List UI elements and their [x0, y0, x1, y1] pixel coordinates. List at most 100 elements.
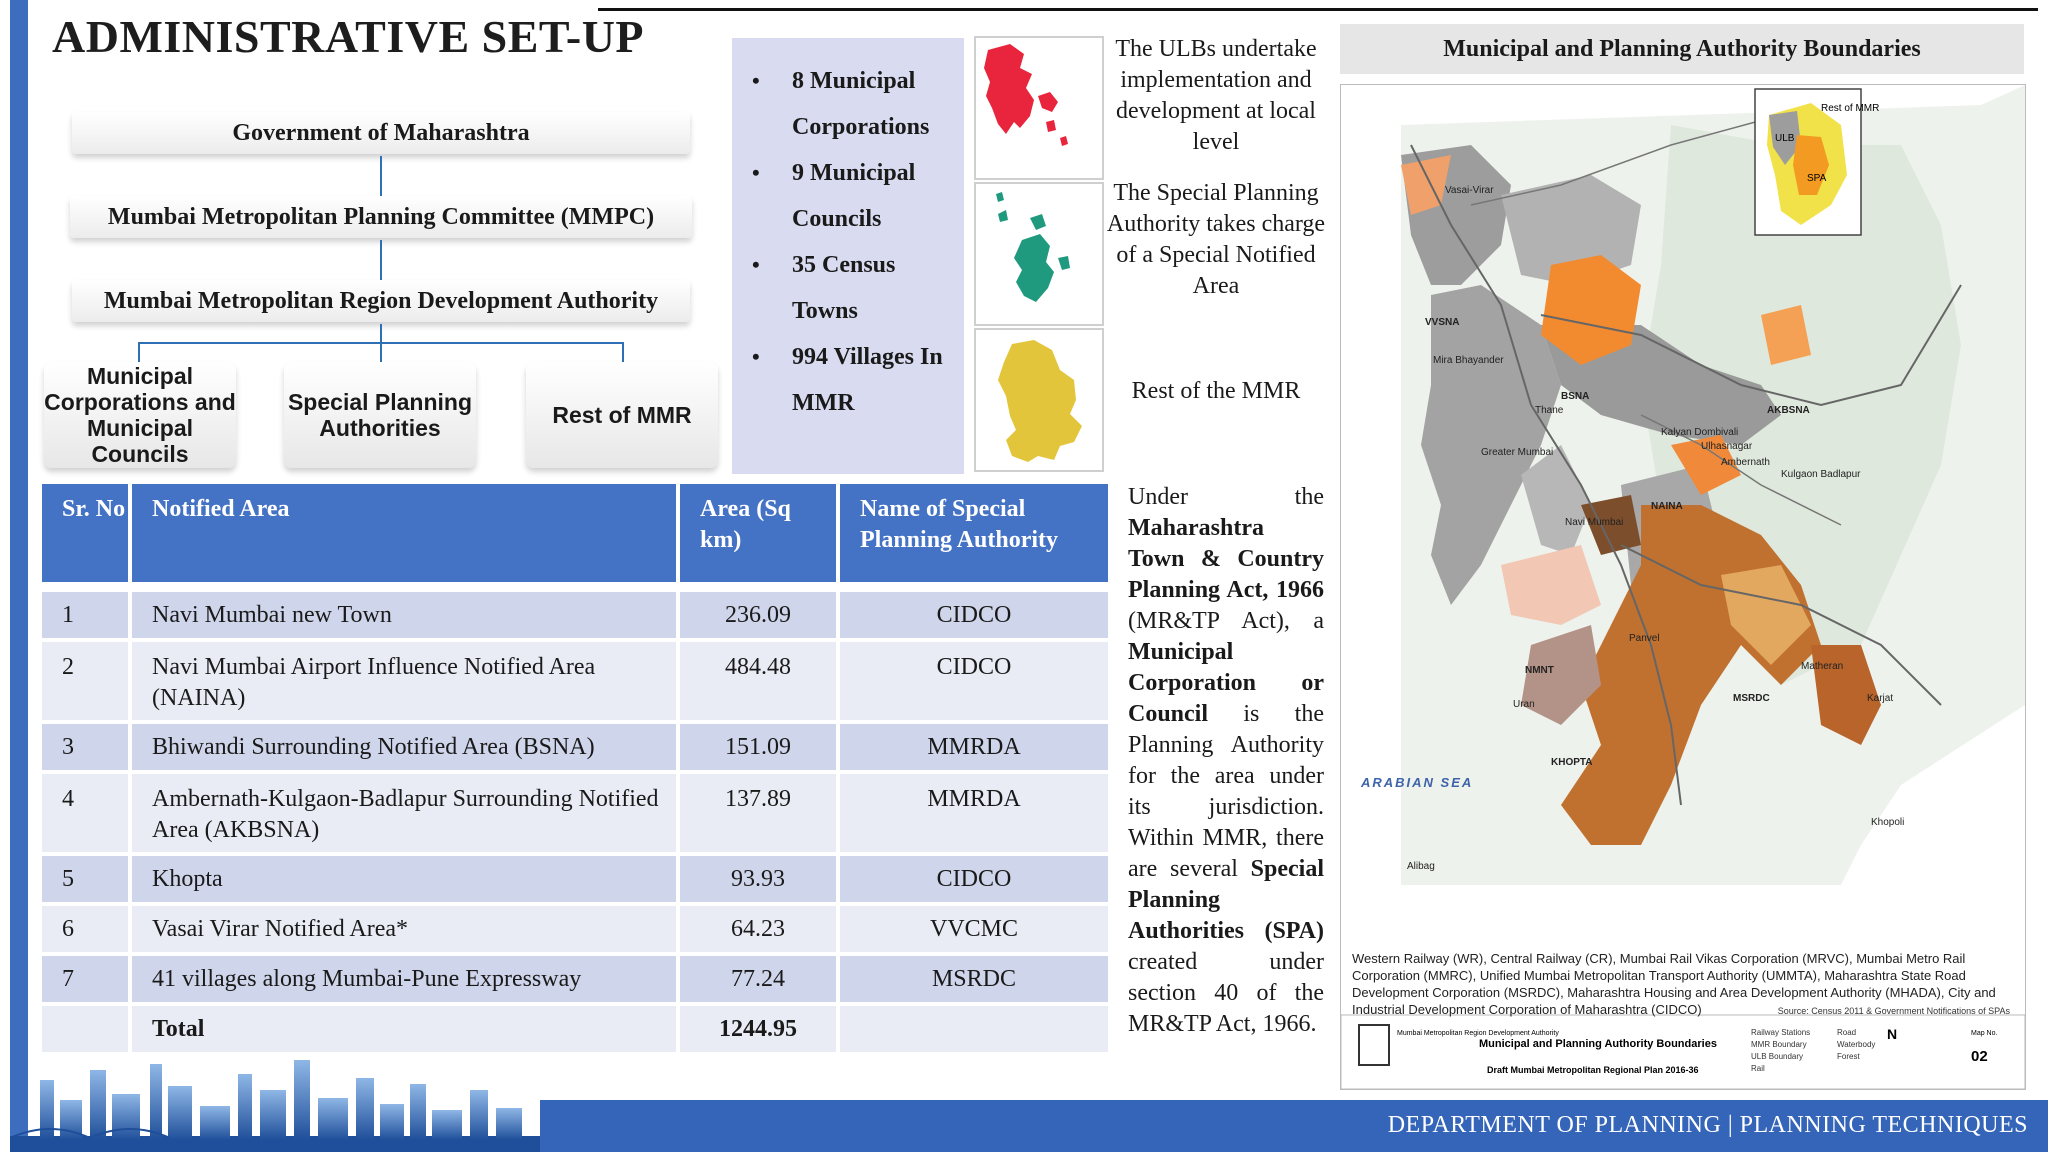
- legend-item: Road: [1837, 1028, 1856, 1037]
- map-source: Source: Census 2011 & Government Notific…: [1777, 1006, 2010, 1016]
- cell-authority: MMRDA: [927, 786, 1021, 812]
- cell-area: 151.09: [680, 724, 840, 770]
- cell-area: 64.23: [680, 906, 840, 952]
- place-label: Mira Bhayander: [1433, 355, 1504, 366]
- table-header-row: Sr. No Notified Area Area (Sq km) Name o…: [42, 484, 1108, 582]
- cell-authority: CIDCO: [936, 866, 1012, 892]
- footer-bar: [540, 1100, 2048, 1152]
- place-label: KHOPTA: [1551, 757, 1592, 768]
- stat-item: 9 Municipal Councils: [732, 150, 952, 242]
- connector-line: [380, 240, 382, 280]
- stat-item: 8 Municipal Corporations: [732, 58, 952, 150]
- cell-notified-area: Bhiwandi Surrounding Notified Area (BSNA…: [132, 724, 680, 770]
- cell-sr: 6: [42, 906, 132, 952]
- legend-item: ULB Boundary: [1751, 1052, 1803, 1061]
- place-label: Karjat: [1867, 693, 1893, 704]
- stat-item: 35 Census Towns: [732, 242, 952, 334]
- place-label: Panvel: [1629, 633, 1660, 644]
- header-notified-area: Notified Area: [132, 484, 680, 582]
- inset-label-rest: Rest of MMR: [1821, 103, 1879, 114]
- cell-authority: CIDCO: [936, 654, 1012, 680]
- connector-line: [380, 342, 382, 362]
- table-row: 5 Khopta 93.93 CIDCO: [42, 856, 1108, 902]
- connector-line: [380, 156, 382, 196]
- cell-area: 93.93: [680, 856, 840, 902]
- legend-org: Mumbai Metropolitan Region Development A…: [1397, 1030, 1559, 1037]
- header-sr-no: Sr. No: [42, 484, 132, 582]
- place-label: NAINA: [1651, 501, 1683, 512]
- place-label: AKBSNA: [1767, 405, 1810, 416]
- cell-sr: [42, 1006, 132, 1052]
- place-label: Ambernath: [1721, 457, 1770, 468]
- map-title: Municipal and Planning Authority Boundar…: [1340, 24, 2024, 74]
- para-text: created under section 40 of the MR&TP Ac…: [1128, 949, 1324, 1037]
- left-accent-stripe: [10, 0, 28, 1152]
- mmr-boundary-map: Rest of MMR ULB SPA Vasai-Virar VVSNA Mi…: [1340, 84, 2026, 1090]
- para-text: Under the: [1128, 484, 1324, 510]
- mmr-stats-panel: 8 Municipal Corporations 9 Municipal Cou…: [732, 38, 964, 474]
- cell-sr: 7: [42, 956, 132, 1002]
- connector-line: [380, 324, 382, 342]
- para-bold-act: Maharashtra Town & Country Planning Act,…: [1128, 515, 1324, 603]
- cell-authority: MMRDA: [927, 734, 1021, 760]
- place-label: Kulgaon Badlapur: [1781, 469, 1861, 480]
- inset-label-spa: SPA: [1807, 173, 1827, 184]
- cell-area: 77.24: [680, 956, 840, 1002]
- branch-ulb: Municipal Corporations and Municipal Cou…: [44, 362, 236, 468]
- legend-item: Forest: [1837, 1052, 1860, 1061]
- place-label: Kalyan Dombivali: [1661, 427, 1738, 438]
- cell-sr: 5: [42, 856, 132, 902]
- place-label: Uran: [1513, 699, 1535, 710]
- cell-area: 137.89: [680, 774, 840, 852]
- branch-rest: Rest of MMR: [526, 362, 718, 468]
- map-caption: Western Railway (WR), Central Railway (C…: [1352, 951, 1996, 1017]
- para-bold-spa: Special Planning Authorities (SPA): [1128, 856, 1324, 944]
- cell-authority: VVCMC: [929, 916, 1019, 942]
- map-no-label: Map No.: [1971, 1030, 1998, 1037]
- legend-item: Railway Stations: [1751, 1028, 1810, 1037]
- legend-subtitle: Draft Mumbai Metropolitan Regional Plan …: [1487, 1065, 1699, 1075]
- legend-title: Municipal and Planning Authority Boundar…: [1479, 1038, 1717, 1050]
- spa-thumbnail-map: [974, 182, 1104, 326]
- footer-text: DEPARTMENT OF PLANNING | PLANNING TECHNI…: [1387, 1112, 2028, 1138]
- table-row: 1 Navi Mumbai new Town 236.09 CIDCO: [42, 592, 1108, 638]
- legend-item: Rail: [1751, 1064, 1765, 1073]
- cell-notified-area: Vasai Virar Notified Area*: [132, 906, 680, 952]
- para-bold-ulb: Municipal Corporation or Council: [1128, 639, 1324, 727]
- map-number: 02: [1971, 1048, 1988, 1065]
- branch-spa: Special Planning Authorities: [284, 362, 476, 468]
- place-label: NMNT: [1525, 665, 1554, 676]
- table-row: 6 Vasai Virar Notified Area* 64.23 VVCMC: [42, 906, 1108, 952]
- hierarchy-level-3: Mumbai Metropolitan Region Development A…: [72, 280, 690, 322]
- para-text: is the Planning Authority for the area u…: [1128, 701, 1324, 882]
- hierarchy-level-1: Government of Maharashtra: [72, 112, 690, 154]
- cell-sr: 3: [42, 724, 132, 770]
- north-arrow-icon: N: [1887, 1026, 1897, 1042]
- table-row: 4 Ambernath-Kulgaon-Badlapur Surrounding…: [42, 774, 1108, 852]
- connector-line: [622, 342, 624, 362]
- table-row: 7 41 villages along Mumbai-Pune Expressw…: [42, 956, 1108, 1002]
- cell-notified-area: Navi Mumbai new Town: [132, 592, 680, 638]
- legend-item: MMR Boundary: [1751, 1040, 1807, 1049]
- cell-authority: [840, 1006, 1108, 1052]
- cell-notified-area: Navi Mumbai Airport Influence Notified A…: [132, 642, 680, 720]
- stat-item: 994 Villages In MMR: [732, 334, 952, 426]
- table-row: 2 Navi Mumbai Airport Influence Notified…: [42, 642, 1108, 720]
- place-label: Navi Mumbai: [1565, 517, 1623, 528]
- ulb-thumbnail-map: [974, 36, 1104, 180]
- place-label: MSRDC: [1733, 693, 1770, 704]
- cell-notified-area: Ambernath-Kulgaon-Badlapur Surrounding N…: [132, 774, 680, 852]
- cell-sr: 2: [42, 642, 132, 720]
- table-total-row: Total 1244.95: [42, 1006, 1108, 1052]
- place-label: Alibag: [1407, 861, 1435, 872]
- cell-notified-area: 41 villages along Mumbai-Pune Expressway: [132, 956, 680, 1002]
- cell-sr: 1: [42, 592, 132, 638]
- connector-line: [138, 342, 140, 362]
- spa-description: The Special Planning Authority takes cha…: [1106, 180, 1326, 299]
- top-rule: [598, 8, 2038, 11]
- inset-label-ulb: ULB: [1775, 133, 1795, 144]
- place-label: Ulhasnagar: [1701, 441, 1753, 452]
- hierarchy-level-2: Mumbai Metropolitan Planning Committee (…: [70, 196, 692, 238]
- place-label: BSNA: [1561, 391, 1589, 402]
- cell-sr: 4: [42, 774, 132, 852]
